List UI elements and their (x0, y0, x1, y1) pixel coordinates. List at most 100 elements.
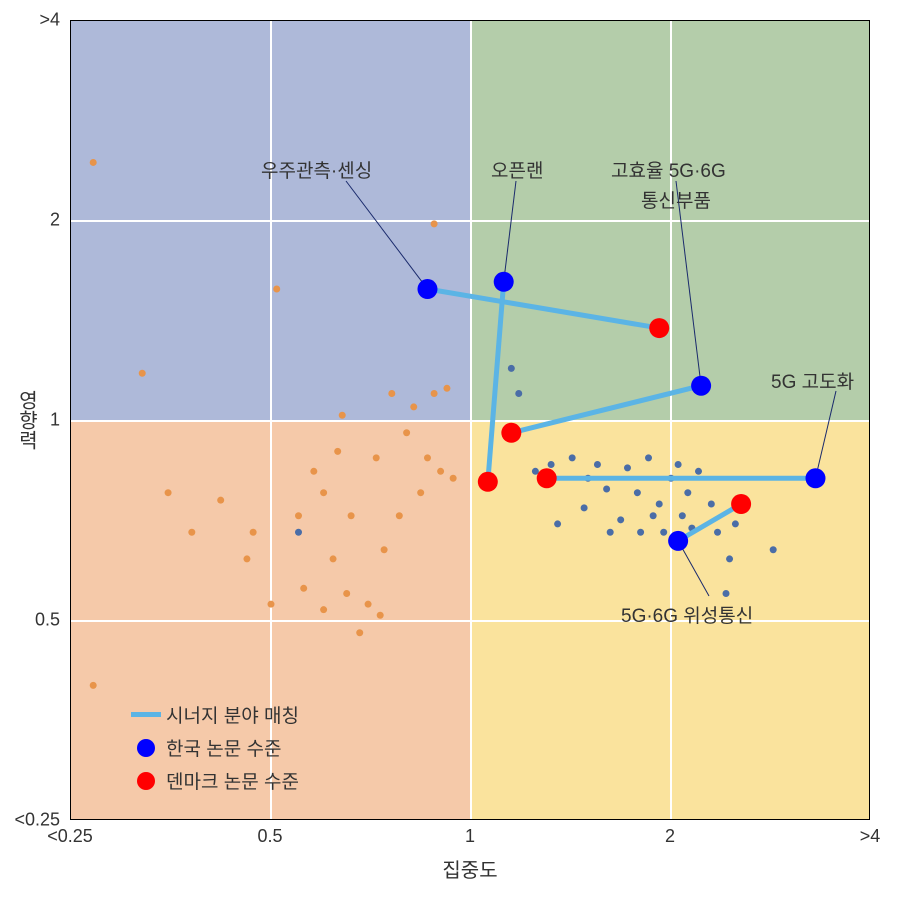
scatter-point (268, 601, 275, 608)
scatter-point (679, 512, 686, 519)
scatter-point (295, 529, 302, 536)
scatter-point (650, 512, 657, 519)
scatter-point (388, 390, 395, 397)
korea-point (494, 272, 514, 292)
leader-line (815, 391, 836, 478)
scatter-point (617, 516, 624, 523)
scatter-point (581, 504, 588, 511)
scatter-point (243, 555, 250, 562)
scatter-point (273, 286, 280, 293)
x-tick-label: 2 (665, 826, 675, 847)
scatter-point (365, 601, 372, 608)
annotation-label: 우주관측·센싱 (261, 156, 372, 183)
scatter-point (356, 629, 363, 636)
scatter-point (554, 520, 561, 527)
legend-dot-icon (126, 772, 166, 790)
scatter-point (348, 512, 355, 519)
scatter-point (334, 448, 341, 455)
scatter-point (320, 606, 327, 613)
scatter-point (508, 365, 515, 372)
scatter-point (381, 546, 388, 553)
y-tick-label: <0.25 (14, 810, 60, 831)
scatter-point (645, 454, 652, 461)
legend-item: 덴마크 논문 수준 (126, 767, 299, 794)
denmark-point (649, 318, 669, 338)
scatter-point (403, 429, 410, 436)
legend-label: 덴마크 논문 수준 (166, 767, 299, 794)
scatter-point (656, 501, 663, 508)
annotation-label: 통신부품 (641, 186, 711, 213)
scatter-point (377, 612, 384, 619)
synergy-line (511, 386, 701, 433)
scatter-point (139, 370, 146, 377)
scatter-point (417, 489, 424, 496)
leader-line (504, 181, 516, 282)
scatter-point (660, 529, 667, 536)
scatter-point (320, 489, 327, 496)
scatter-point (373, 454, 380, 461)
scatter-chart: 시너지 분야 매칭한국 논문 수준덴마크 논문 수준 우주관측·센싱 오픈랜 고효율… (70, 20, 870, 820)
scatter-point (90, 159, 97, 166)
x-axis-label: 집중도 (442, 854, 497, 883)
scatter-point (431, 390, 438, 397)
scatter-point (339, 412, 346, 419)
scatter-point (300, 585, 307, 592)
scatter-point (607, 529, 614, 536)
scatter-point (770, 546, 777, 553)
legend-label: 시너지 분야 매칭 (166, 701, 299, 728)
denmark-point (478, 472, 498, 492)
scatter-point (548, 461, 555, 468)
scatter-point (330, 555, 337, 562)
scatter-point (450, 475, 457, 482)
scatter-point (695, 468, 702, 475)
scatter-point (723, 590, 730, 597)
annotation-label: 5G·6G 위성통신 (621, 601, 753, 628)
legend: 시너지 분야 매칭한국 논문 수준덴마크 논문 수준 (126, 701, 299, 800)
scatter-point (708, 501, 715, 508)
x-tick-label: >4 (860, 826, 881, 847)
annotation-label: 오픈랜 (491, 156, 543, 183)
scatter-point (250, 529, 257, 536)
scatter-point (603, 486, 610, 493)
scatter-point (624, 464, 631, 471)
scatter-point (90, 682, 97, 689)
annotation-label: 5G 고도화 (771, 367, 854, 394)
scatter-point (714, 529, 721, 536)
scatter-point (424, 454, 431, 461)
scatter-point (443, 385, 450, 392)
x-tick-label: 1 (465, 826, 475, 847)
y-tick-label: >4 (39, 10, 60, 31)
scatter-point (732, 520, 739, 527)
leader-line (346, 181, 427, 289)
annotation-label: 고효율 5G·6G (611, 156, 726, 183)
scatter-point (188, 529, 195, 536)
scatter-point (675, 461, 682, 468)
synergy-line (678, 504, 741, 541)
y-axis-label: 영향력 (12, 390, 41, 450)
scatter-point (410, 403, 417, 410)
scatter-point (637, 529, 644, 536)
scatter-point (594, 461, 601, 468)
scatter-point (165, 489, 172, 496)
scatter-point (569, 454, 576, 461)
denmark-point (537, 468, 557, 488)
y-tick-label: 0.5 (35, 610, 60, 631)
korea-point (805, 468, 825, 488)
legend-dot-icon (126, 739, 166, 757)
synergy-line (488, 282, 504, 482)
denmark-point (501, 423, 521, 443)
scatter-point (431, 220, 438, 227)
korea-point (417, 279, 437, 299)
scatter-point (726, 555, 733, 562)
legend-line-icon (126, 712, 166, 717)
scatter-point (295, 512, 302, 519)
korea-point (668, 531, 688, 551)
synergy-line (427, 289, 659, 328)
scatter-point (310, 468, 317, 475)
y-tick-label: 1 (50, 410, 60, 431)
denmark-point (731, 494, 751, 514)
scatter-point (217, 497, 224, 504)
scatter-point (343, 590, 350, 597)
scatter-point (515, 390, 522, 397)
plot-svg (71, 21, 869, 819)
